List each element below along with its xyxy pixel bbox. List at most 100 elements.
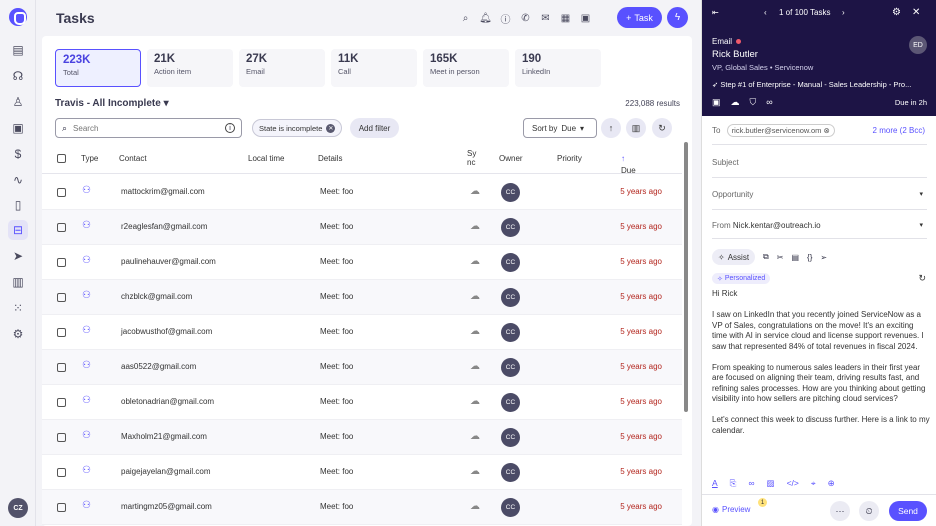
info-icon[interactable]: i	[225, 123, 235, 133]
bolt-button[interactable]: ϟ	[667, 7, 688, 28]
prospect-avatar[interactable]: ED	[909, 36, 927, 54]
image-icon[interactable]: ▨	[766, 478, 775, 488]
table-row[interactable]: ⚇ r2eaglesfan@gmail.com Meet: foo ☁ CC 5 year…	[42, 210, 682, 245]
row-checkbox[interactable]	[57, 398, 66, 407]
table-row[interactable]: ⚇ obletonadrian@gmail.com Meet: foo ☁ CC 5 ye…	[42, 385, 682, 420]
col-priority[interactable]: Priority	[557, 154, 582, 163]
to-field[interactable]: To rick.butler@servicenow.om ⊗ 2 more (2…	[712, 124, 927, 145]
user-avatar[interactable]: CZ	[8, 498, 28, 518]
mail-icon[interactable]: ✉	[541, 12, 550, 24]
stat-tab-total[interactable]: 223K Total	[55, 49, 141, 87]
new-task-button[interactable]: + Task	[617, 7, 662, 28]
calendar-icon[interactable]: ▣	[712, 97, 721, 107]
row-checkbox[interactable]	[57, 468, 66, 477]
code-icon[interactable]: </>	[786, 478, 799, 488]
send-button[interactable]: Send	[889, 501, 927, 521]
scrollbar[interactable]	[684, 142, 688, 412]
table-row[interactable]: ⚇ chzblck@gmail.com Meet: foo ☁ CC 5 years ag…	[42, 280, 682, 315]
stat-tab-action-item[interactable]: 21K Action item	[147, 49, 233, 87]
help-icon[interactable]: ⓘ	[500, 14, 511, 26]
dollar-icon[interactable]: $	[14, 147, 22, 161]
outreach-logo-icon[interactable]	[9, 8, 27, 26]
stat-tab-linkedin[interactable]: 190 LinkedIn	[515, 49, 601, 87]
stat-tab-call[interactable]: 11K Call	[331, 49, 417, 87]
search-input[interactable]	[73, 123, 219, 133]
stat-tab-email[interactable]: 27K Email	[239, 49, 325, 87]
row-checkbox[interactable]	[57, 258, 66, 267]
bell-icon[interactable]: 🔔︎	[479, 12, 492, 24]
refresh-button[interactable]: ↻	[652, 118, 672, 138]
owner-avatar[interactable]: CC	[501, 463, 520, 482]
table-row[interactable]: ⚇ martingmz05@gmail.com Meet: foo ☁ CC 5 year…	[42, 490, 682, 525]
link-icon[interactable]: ∞	[748, 478, 755, 488]
schedule-button[interactable]: ⏲	[859, 501, 879, 521]
owner-avatar[interactable]: CC	[501, 183, 520, 202]
assist-button[interactable]: ✧ Assist	[712, 249, 756, 265]
prospect-name[interactable]: Rick Butler	[712, 49, 758, 60]
owner-avatar[interactable]: CC	[501, 498, 520, 517]
clipboard-icon[interactable]: ▯	[14, 198, 22, 212]
snippet-icon[interactable]: {}	[807, 252, 813, 262]
search-box[interactable]: ⌕ i	[55, 118, 242, 138]
inbox-icon[interactable]: ▤	[12, 43, 24, 57]
row-checkbox[interactable]	[57, 503, 66, 512]
person-icon[interactable]: ♙	[12, 95, 24, 109]
search-icon[interactable]: ⌕	[462, 12, 469, 24]
sort-direction-button[interactable]: ↑	[601, 118, 621, 138]
row-checkbox[interactable]	[57, 188, 66, 197]
preview-button[interactable]: ◉ Preview	[712, 505, 751, 514]
contact-email[interactable]: r2eaglesfan@gmail.com	[121, 222, 208, 231]
more-recipients-link[interactable]: 2 more (2 Bcc)	[872, 126, 925, 135]
phone-icon[interactable]: ✆	[521, 12, 530, 24]
calendar-icon[interactable]: ▦	[560, 12, 571, 24]
row-checkbox[interactable]	[57, 328, 66, 337]
owner-avatar[interactable]: CC	[501, 358, 520, 377]
contact-email[interactable]: martingmz05@gmail.com	[121, 502, 212, 511]
text-format-icon[interactable]: A	[712, 478, 718, 488]
calendar-check-icon[interactable]: ▣	[580, 12, 591, 24]
regenerate-icon[interactable]: ↻	[918, 273, 926, 283]
row-checkbox[interactable]	[57, 223, 66, 232]
row-checkbox[interactable]	[57, 293, 66, 302]
add-filter-button[interactable]: Add filter	[350, 118, 399, 138]
opportunity-field[interactable]: Opportunity ▾	[712, 190, 927, 210]
scissors-icon[interactable]: ✂	[776, 252, 784, 262]
briefcase-icon[interactable]: ▣	[12, 121, 24, 135]
close-icon[interactable]: ✕	[912, 7, 921, 18]
pointer-icon[interactable]: ⌖	[810, 478, 816, 488]
copy-icon[interactable]: ⧉	[763, 252, 769, 261]
table-row[interactable]: ⚇ jacobwusthof@gmail.com Meet: foo ☁ CC 5 yea…	[42, 315, 682, 350]
attach-icon[interactable]: ⎘	[729, 478, 737, 488]
owner-avatar[interactable]: CC	[501, 393, 520, 412]
from-field[interactable]: From Nick.kentar@outreach.io ▾	[712, 221, 927, 239]
owner-avatar[interactable]: CC	[501, 288, 520, 307]
col-local-time[interactable]: Local time	[248, 154, 285, 163]
owner-avatar[interactable]: CC	[501, 218, 520, 237]
contact-email[interactable]: mattockrim@gmail.com	[121, 187, 205, 196]
filter-chip[interactable]: State is incomplete ✕	[252, 119, 343, 137]
subject-field[interactable]: Subject	[712, 158, 927, 178]
owner-avatar[interactable]: CC	[501, 323, 520, 342]
apps-grid-icon[interactable]: ⁙	[12, 301, 24, 315]
link-icon[interactable]: ∞	[766, 97, 773, 107]
sort-dropdown[interactable]: Sort by Due ▾	[523, 118, 597, 138]
email-body[interactable]: Hi Rick I saw on LinkedIn that you recen…	[712, 289, 930, 435]
waveform-icon[interactable]: ∿	[12, 173, 24, 187]
contact-email[interactable]: paulinehauver@gmail.com	[121, 257, 216, 266]
row-checkbox[interactable]	[57, 363, 66, 372]
template-icon[interactable]: ▤	[791, 252, 800, 262]
remove-filter-icon[interactable]: ✕	[326, 123, 336, 133]
columns-button[interactable]: ▥	[626, 118, 646, 138]
stat-tab-meet-in-person[interactable]: 165K Meet in person	[423, 49, 509, 87]
select-all-checkbox[interactable]	[57, 154, 66, 163]
table-row[interactable]: ⚇ paulinehauver@gmail.com Meet: foo ☁ CC 5 ye…	[42, 245, 682, 280]
prev-task-icon[interactable]: ‹	[764, 8, 767, 17]
contact-email[interactable]: jacobwusthof@gmail.com	[121, 327, 213, 336]
brain-icon[interactable]: ☊	[12, 69, 24, 83]
more-options-button[interactable]: ···	[830, 501, 850, 521]
col-type[interactable]: Type	[81, 154, 99, 163]
shield-icon[interactable]: ⛉	[749, 97, 757, 107]
col-contact[interactable]: Contact	[119, 154, 147, 163]
cloud-icon[interactable]: ☁	[730, 97, 740, 107]
owner-avatar[interactable]: CC	[501, 428, 520, 447]
